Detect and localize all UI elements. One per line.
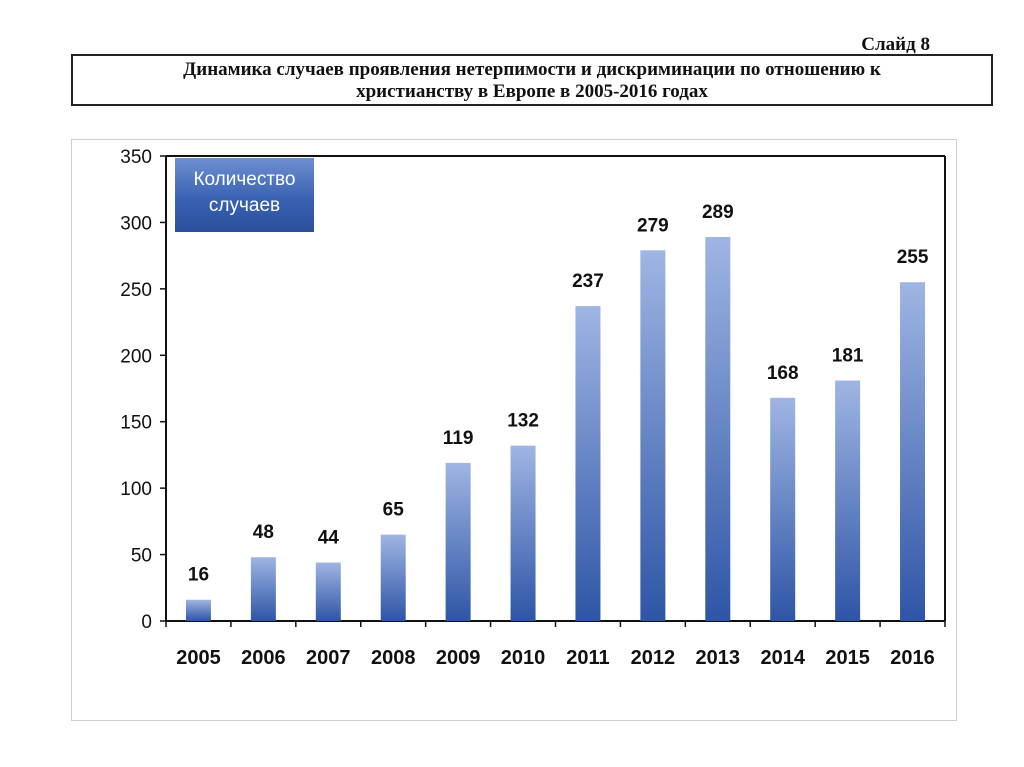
x-tick-label: 2015	[825, 647, 870, 669]
bar	[705, 237, 731, 622]
plot-area: 0 50 100 150 200 250 300 350 16 2005 48 2006 44 2007 6…	[120, 147, 946, 669]
data-label: 65	[383, 500, 405, 521]
data-label: 279	[637, 215, 669, 236]
bar	[185, 599, 211, 621]
bar	[315, 562, 341, 621]
data-label: 289	[702, 202, 734, 223]
legend-box: Количество случаев	[175, 158, 314, 232]
x-tick-label: 2016	[890, 647, 935, 669]
data-label: 255	[897, 247, 929, 268]
y-tick-label: 200	[120, 346, 152, 367]
y-tick-label: 150	[120, 413, 152, 434]
y-tick-label: 250	[120, 280, 152, 301]
x-tick-label: 2013	[696, 647, 741, 669]
bar	[770, 397, 796, 621]
bar	[380, 534, 406, 621]
data-label: 132	[507, 411, 539, 432]
x-tick-label: 2010	[501, 647, 546, 669]
data-label: 181	[832, 346, 864, 367]
data-label: 48	[253, 522, 274, 543]
y-tick-label: 50	[131, 546, 152, 567]
x-tick-label: 2005	[176, 647, 221, 669]
slide-title-line-2: христианству в Европе в 2005-2016 годах	[356, 81, 708, 102]
data-label: 237	[572, 271, 604, 292]
bar	[900, 282, 926, 621]
y-tick-label: 0	[141, 612, 152, 633]
x-tick-label: 2008	[371, 647, 416, 669]
slide-title-line-1: Динамика случаев проявления нетерпимости…	[183, 59, 881, 80]
y-tick-label: 350	[120, 147, 152, 168]
legend-line-2: случаев	[208, 195, 281, 216]
x-tick-label: 2012	[631, 647, 676, 669]
bar	[640, 250, 666, 622]
x-tick-label: 2007	[306, 647, 351, 669]
y-tick-label: 100	[120, 479, 152, 500]
chart-frame	[71, 139, 957, 721]
bar	[575, 306, 601, 621]
data-label: 44	[318, 528, 340, 549]
data-label: 119	[443, 428, 474, 449]
bar	[835, 380, 861, 621]
data-label: 16	[188, 565, 209, 586]
slide-title: Динамика случаев проявления нетерпимости…	[71, 54, 993, 106]
x-tick-label: 2014	[760, 647, 805, 669]
bar	[510, 445, 536, 621]
bar	[250, 557, 276, 621]
x-tick-label: 2011	[566, 647, 609, 669]
slide-number: Слайд 8	[861, 34, 930, 55]
y-tick-label: 300	[120, 213, 152, 234]
data-label: 168	[767, 363, 799, 384]
x-tick-label: 2006	[241, 647, 286, 669]
bar	[445, 462, 471, 621]
legend-line-1: Количество	[193, 169, 296, 190]
x-tick-label: 2009	[436, 647, 481, 669]
